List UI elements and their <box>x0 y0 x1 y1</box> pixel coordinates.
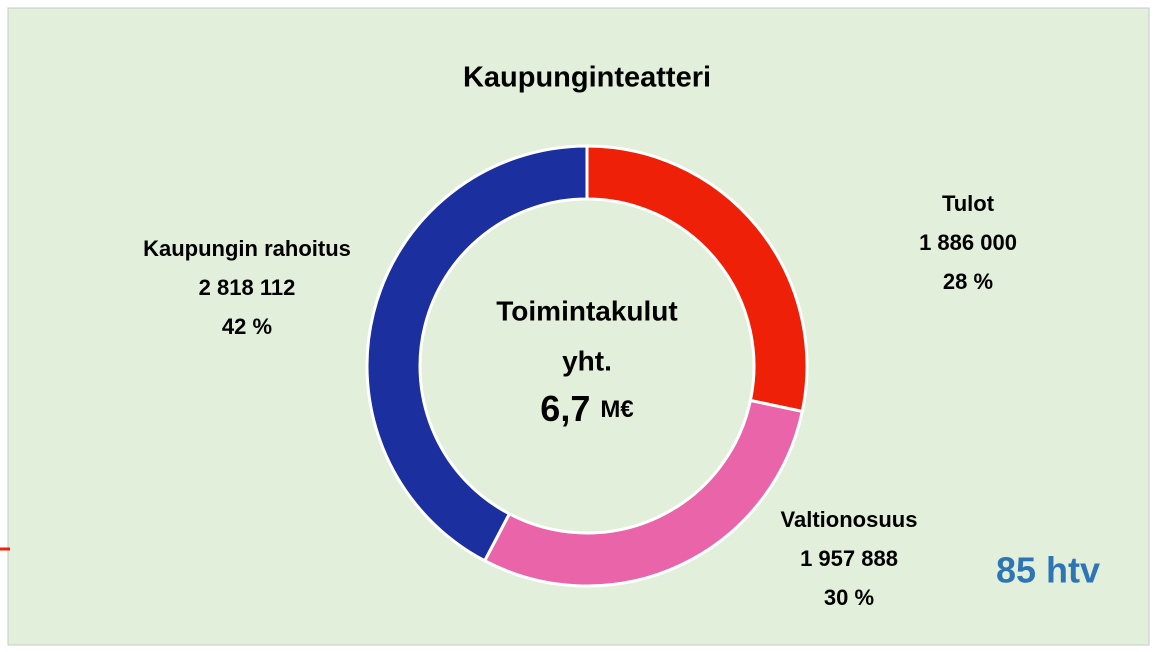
total-unit: M€ <box>600 396 633 423</box>
category-label: Valtionosuus <box>781 507 918 532</box>
value-label: 1 886 000 <box>919 230 1017 255</box>
chart-title: Kaupunginteatteri <box>463 62 711 94</box>
center-text: yht. <box>562 345 612 376</box>
total: 6,7 M€ <box>540 388 633 429</box>
value-label: 2 818 112 <box>199 275 296 300</box>
center-text: Toimintakulut <box>496 295 677 326</box>
donut-segment <box>365 144 589 563</box>
percentage-label: 30 % <box>824 585 874 610</box>
percentage-label: 42 % <box>222 314 272 339</box>
annotation: 85 htv <box>996 550 1100 591</box>
value-label: 1 957 888 <box>800 546 898 571</box>
category-label: Tulot <box>942 191 995 216</box>
total-value: 6,7 <box>540 388 590 429</box>
percentage-label: 28 % <box>943 269 993 294</box>
donut <box>365 144 809 588</box>
category-label: Kaupungin rahoitus <box>143 236 351 261</box>
